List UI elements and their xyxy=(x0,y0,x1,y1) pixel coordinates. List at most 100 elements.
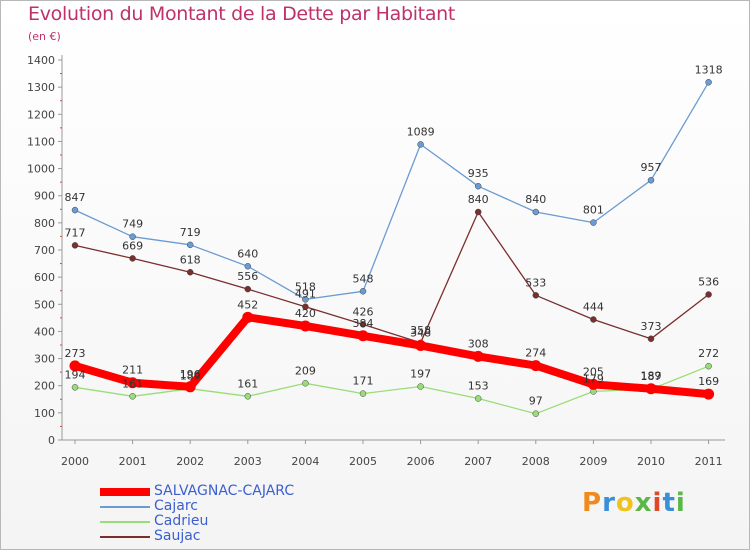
data-point xyxy=(532,292,540,299)
legend-item: SALVAGNAC-CAJARC xyxy=(100,484,294,499)
data-label: 1089 xyxy=(407,125,435,138)
chart-title: Evolution du Montant de la Dette par Hab… xyxy=(28,3,456,25)
y-tick-label: 600 xyxy=(34,271,55,284)
y-tick-label: 500 xyxy=(34,298,55,311)
y-tick-label: 700 xyxy=(34,244,55,257)
data-label: 556 xyxy=(237,270,258,283)
data-point xyxy=(532,410,540,417)
data-label: 548 xyxy=(353,272,374,285)
data-point xyxy=(359,321,367,328)
data-label: 373 xyxy=(641,320,662,333)
y-tick-label: 1400 xyxy=(27,54,55,67)
data-label: 536 xyxy=(698,276,719,289)
logo-letter: r xyxy=(602,488,616,518)
data-point xyxy=(302,380,309,387)
y-tick-label: 1000 xyxy=(27,163,55,176)
legend-swatch xyxy=(100,487,150,496)
y-tick-label: 400 xyxy=(34,325,55,338)
data-point xyxy=(705,291,712,298)
data-label: 420 xyxy=(295,307,316,320)
x-tick-label: 2006 xyxy=(407,455,435,468)
data-label: 348 xyxy=(410,327,431,340)
legend-label: Saujac xyxy=(154,528,201,544)
data-point xyxy=(417,141,424,148)
data-label: 189 xyxy=(180,370,201,383)
legend-swatch xyxy=(100,535,150,538)
x-tick-label: 2003 xyxy=(234,455,262,468)
data-point xyxy=(302,303,309,310)
y-tick-label: 0 xyxy=(48,434,55,447)
data-point xyxy=(184,381,196,393)
data-label: 491 xyxy=(295,288,316,301)
data-point xyxy=(705,79,712,86)
data-label: 618 xyxy=(180,253,201,266)
data-label: 189 xyxy=(641,370,662,383)
data-point xyxy=(705,362,712,370)
data-point xyxy=(71,206,79,214)
data-point xyxy=(71,384,79,391)
logo-letter: o xyxy=(615,488,635,518)
logo-letter: i xyxy=(652,488,663,518)
data-point xyxy=(244,393,252,400)
data-point xyxy=(587,378,599,390)
data-label: 452 xyxy=(237,298,258,311)
x-tick-label: 2000 xyxy=(61,455,89,468)
data-label: 273 xyxy=(65,347,86,360)
y-tick-label: 300 xyxy=(34,353,55,366)
chart-subtitle: (en €) xyxy=(28,30,61,43)
data-point xyxy=(244,285,252,293)
data-label: 358 xyxy=(410,324,431,337)
data-label: 161 xyxy=(122,377,143,390)
x-tick-label: 2004 xyxy=(291,455,319,468)
legend-item: Cajarc xyxy=(100,499,294,514)
proxiti-logo: Proxiti xyxy=(582,488,686,518)
x-tick-label: 2007 xyxy=(464,455,492,468)
data-point xyxy=(645,383,657,395)
y-tick-label: 900 xyxy=(34,190,55,203)
y-tick-label: 800 xyxy=(34,217,55,230)
data-label: 518 xyxy=(295,280,316,293)
data-label: 194 xyxy=(65,368,86,381)
data-label: 957 xyxy=(641,161,662,174)
data-point xyxy=(359,288,367,295)
data-point xyxy=(359,390,367,397)
data-label: 205 xyxy=(583,365,604,378)
legend-label: Cadrieu xyxy=(154,513,209,529)
data-point xyxy=(532,208,540,216)
data-point xyxy=(129,255,136,262)
data-point xyxy=(417,383,424,390)
logo-letter: P xyxy=(582,488,603,518)
data-label: 717 xyxy=(65,226,86,239)
data-label: 187 xyxy=(641,370,662,383)
data-label: 935 xyxy=(468,167,489,180)
data-label: 640 xyxy=(237,247,258,260)
data-label: 847 xyxy=(65,191,86,204)
data-label: 161 xyxy=(237,377,258,390)
data-label: 211 xyxy=(122,364,143,377)
legend-label: SALVAGNAC-CAJARC xyxy=(154,483,295,499)
logo-letter: i xyxy=(675,488,686,518)
data-point xyxy=(530,360,542,372)
series-line-cajarc xyxy=(74,81,710,301)
series-line-salvagnac-cajarc xyxy=(71,313,713,399)
data-point xyxy=(244,263,252,270)
data-label: 308 xyxy=(468,337,489,350)
x-tick-label: 2002 xyxy=(176,455,204,468)
data-point xyxy=(474,182,482,190)
data-point xyxy=(129,393,136,400)
data-point xyxy=(186,269,194,276)
legend-item: Cadrieu xyxy=(100,514,294,529)
data-point xyxy=(302,296,309,303)
data-label: 153 xyxy=(468,379,489,392)
axes: 0 100 200 300 400 500 600 700 800 900 1000 1100 1200… xyxy=(27,54,725,468)
data-point xyxy=(474,208,482,216)
y-tick-label: 1100 xyxy=(27,135,55,148)
x-tick-label: 2011 xyxy=(695,455,723,468)
data-point xyxy=(647,176,655,184)
data-point xyxy=(472,350,484,362)
data-point xyxy=(590,316,597,323)
data-point xyxy=(127,377,139,389)
data-label: 669 xyxy=(122,239,143,252)
